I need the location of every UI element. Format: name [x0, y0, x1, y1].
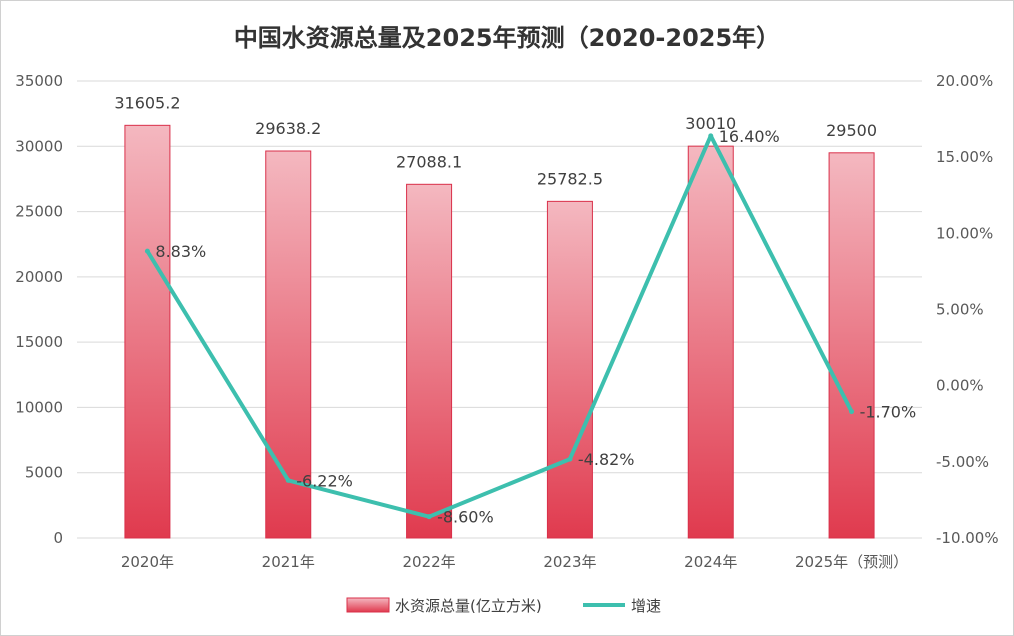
- gridlines: [77, 80, 922, 539]
- legend-bar-swatch: [346, 597, 390, 613]
- bar: [265, 150, 312, 539]
- bar: [687, 145, 734, 539]
- y-right-tick-label: -10.00%: [936, 529, 999, 547]
- bar-value-label: 27088.1: [396, 152, 462, 171]
- x-tick-label: 2023年: [543, 553, 596, 571]
- bar: [406, 183, 453, 539]
- legend-bar-label: 水资源总量(亿立方米): [395, 597, 542, 615]
- y-left-tick-label: 20000: [15, 268, 63, 286]
- x-tick-label: 2022年: [402, 553, 455, 571]
- y-left-tick-label: 0: [53, 529, 63, 547]
- line-value-label: 16.40%: [719, 127, 780, 146]
- bar: [546, 200, 593, 539]
- legend-line-label: 增速: [631, 597, 661, 615]
- bar-value-label: 25782.5: [537, 169, 603, 188]
- y-left-tick-label: 35000: [15, 72, 63, 90]
- line-value-label: 8.83%: [155, 242, 206, 261]
- line-value-label: -6.22%: [296, 471, 353, 490]
- x-axis: 2020年 2021年 2022年 2023年 2024年 2025年（预测）: [121, 553, 908, 571]
- y-left-tick-label: 30000: [15, 137, 63, 155]
- y-right-tick-label: 15.00%: [936, 148, 993, 166]
- line-point: [567, 456, 573, 462]
- line-point: [708, 133, 714, 139]
- growth-line: [145, 133, 854, 519]
- line-series: [144, 133, 855, 520]
- line-value-label: -1.70%: [860, 403, 917, 422]
- line-point: [144, 248, 150, 254]
- x-tick-label: 2025年（预测）: [795, 553, 908, 571]
- chart-title: 中国水资源总量及2025年预测（2020-2025年）: [234, 24, 780, 52]
- y-axis-right: -10.00% -5.00% 0.00% 5.00% 10.00% 15.00% 20.00…: [936, 72, 999, 547]
- y-right-tick-label: -5.00%: [936, 453, 989, 471]
- line-point: [849, 409, 855, 415]
- y-left-tick-label: 10000: [15, 398, 63, 416]
- bar-series: [124, 124, 875, 539]
- y-axis-left: 0 5000 10000 15000 20000 25000 30000 35000: [15, 72, 63, 547]
- bar-value-labels: 31605.2 29638.2 27088.1 25782.5 30010 29500: [114, 93, 877, 188]
- y-right-tick-label: 10.00%: [936, 224, 993, 242]
- y-right-tick-label: 20.00%: [936, 72, 993, 90]
- y-left-tick-label: 5000: [25, 464, 63, 482]
- y-right-tick-label: 5.00%: [936, 301, 984, 319]
- bar-value-label: 31605.2: [114, 93, 180, 112]
- bar-value-label: 29638.2: [255, 119, 321, 138]
- line-value-label: -4.82%: [578, 450, 635, 469]
- y-right-tick-label: 0.00%: [936, 377, 984, 395]
- legend: 水资源总量(亿立方米) 增速: [346, 597, 661, 615]
- line-point: [285, 477, 291, 483]
- y-left-tick-label: 15000: [15, 333, 63, 351]
- line-value-labels: 8.83% -6.22% -8.60% -4.82% 16.40% -1.70%: [155, 127, 916, 527]
- line-value-label: -8.60%: [437, 508, 494, 527]
- bar: [124, 124, 171, 539]
- x-tick-label: 2021年: [262, 553, 315, 571]
- bar: [828, 152, 875, 539]
- y-left-tick-label: 25000: [15, 203, 63, 221]
- x-tick-label: 2020年: [121, 553, 174, 571]
- x-tick-label: 2024年: [684, 553, 737, 571]
- bar-value-label: 29500: [826, 121, 877, 140]
- line-point: [426, 514, 432, 520]
- bar-value-label: 30010: [685, 114, 736, 133]
